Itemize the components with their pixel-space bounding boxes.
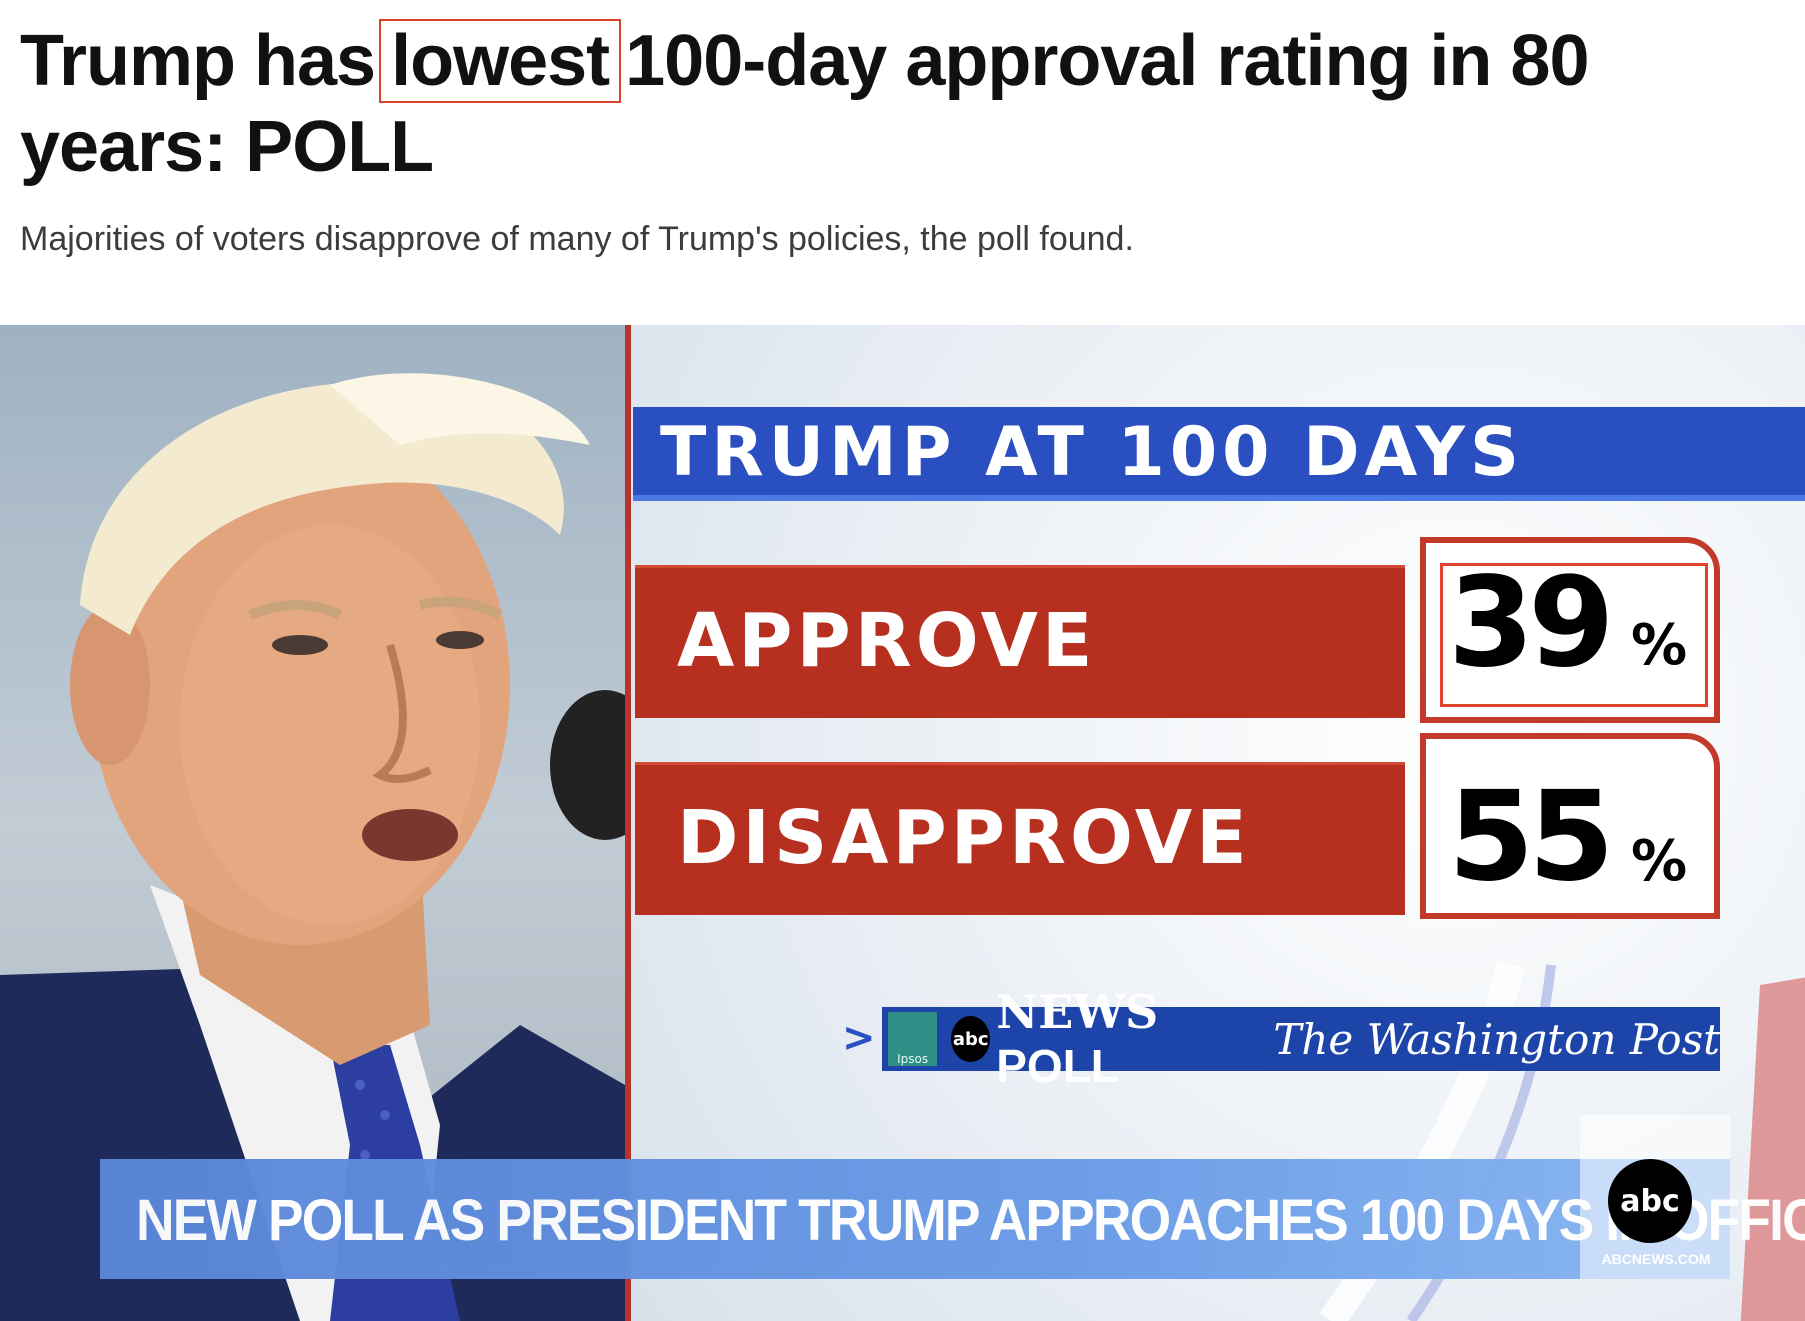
article-image[interactable]: TRUMP AT 100 DAYS APPROVE 39 % DISAPPROV…: [0, 325, 1805, 1321]
lower-third-text: NEW POLL AS PRESIDENT TRUMP APPROACHES 1…: [136, 1188, 1805, 1253]
headline-highlight: lowest: [379, 19, 622, 103]
disapprove-bar: DISAPPROVE: [635, 762, 1405, 915]
abc-logo-icon: abc: [1608, 1159, 1692, 1243]
poll-word: POLL: [996, 1040, 1119, 1092]
abc-url: ABCNEWS.COM: [1601, 1251, 1711, 1267]
disapprove-unit: %: [1631, 829, 1688, 894]
approve-unit: %: [1631, 613, 1688, 678]
news-word: NEWS: [996, 985, 1159, 1039]
poll-attribution: Ipsos abc NEWS POLL The Washington Post: [882, 985, 1720, 1092]
panel-divider: [625, 325, 631, 1321]
approve-percent-box: 39 %: [1420, 537, 1720, 723]
graphic-title: TRUMP AT 100 DAYS: [660, 413, 1524, 492]
disapprove-label: DISAPPROVE: [677, 795, 1251, 881]
ipsos-logo: Ipsos: [888, 1012, 938, 1066]
headline: Trump has lowest 100-day approval rating i…: [20, 18, 1740, 190]
headline-end: 100-day approval rating in 80 years: POL…: [20, 21, 1589, 187]
red-shard-decoration: [1740, 977, 1805, 1321]
chevron-right-icon: >: [842, 1015, 876, 1061]
subheadline: Majorities of voters disapprove of many …: [20, 220, 1134, 258]
disapprove-value: 55: [1448, 765, 1615, 909]
disapprove-percent-box: 55 %: [1420, 733, 1720, 919]
washington-post-logo: The Washington Post: [1273, 1014, 1720, 1064]
news-poll-label: NEWS POLL: [996, 985, 1251, 1093]
approve-highlight-box: [1440, 563, 1708, 707]
abc-mini-logo: abc: [951, 1016, 991, 1062]
approve-label: APPROVE: [677, 598, 1097, 684]
approve-value: 39: [1448, 551, 1615, 695]
approve-bar: APPROVE: [635, 565, 1405, 718]
abc-logo-panel: abc ABCNEWS.COM: [1580, 1115, 1730, 1279]
headline-start: Trump has: [20, 21, 376, 101]
microphone-icon: [550, 690, 625, 840]
lower-third-banner: NEW POLL AS PRESIDENT TRUMP APPROACHES 1…: [100, 1159, 1805, 1279]
graphic-title-band: TRUMP AT 100 DAYS: [633, 407, 1805, 501]
